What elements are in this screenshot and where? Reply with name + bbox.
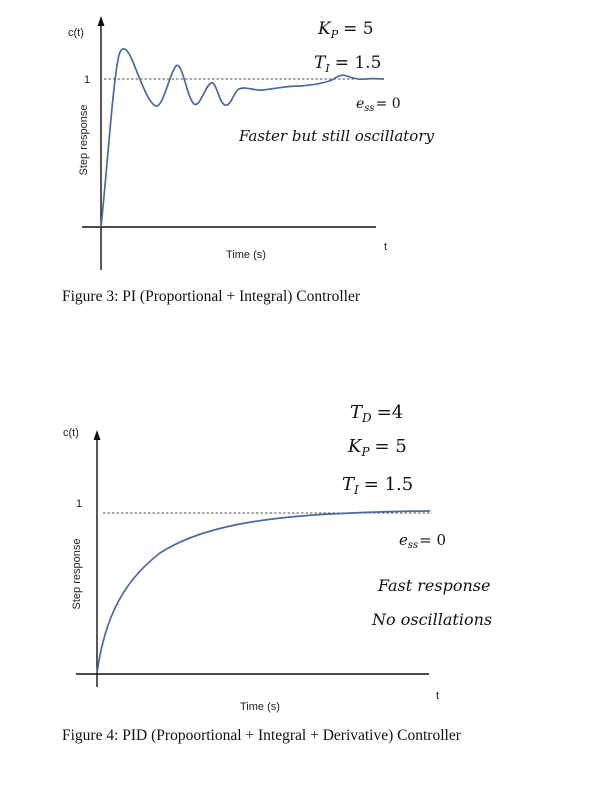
axis-y-label: Step response <box>78 105 90 176</box>
step-response-curve <box>100 48 385 228</box>
axis-x-end-label: t <box>436 690 439 702</box>
axis-x-end-label: t <box>384 241 387 253</box>
note-line-2: No oscillations <box>371 610 492 629</box>
axis-x-label: Time (s) <box>226 249 266 261</box>
y-axis-arrow <box>93 430 101 440</box>
step-response-curve <box>96 510 431 674</box>
param-td: TD =4 <box>350 402 403 425</box>
param-ti: TI = 1.5 <box>342 474 413 497</box>
axis-y-top-label: c(t) <box>68 27 84 39</box>
figure-4-caption: Figure 4: PID (Propoortional + Integral … <box>62 727 461 744</box>
reference-tick-label: 1 <box>76 498 82 510</box>
param-kp: KP = 5 <box>317 19 374 41</box>
figure-3-caption: Figure 3: PI (Proportional + Integral) C… <box>62 288 361 305</box>
param-kp: KP = 5 <box>347 436 407 459</box>
figure-3: c(t) 1 Step response Time (s) t KP = 5 TI… <box>0 0 594 320</box>
note-line-1: Faster but still oscillatory <box>238 127 435 145</box>
steady-state-error: ess= 0 <box>356 96 401 114</box>
figure-4: c(t) 1 Step response Time (s) t TD =4 KP =… <box>0 390 594 770</box>
steady-state-error: ess= 0 <box>399 531 446 551</box>
param-ti: TI = 1.5 <box>314 53 381 75</box>
figure-3-plot: c(t) 1 Step response Time (s) t KP = 5 TI… <box>68 16 435 270</box>
axis-x-label: Time (s) <box>240 701 280 713</box>
reference-tick-label: 1 <box>84 74 90 86</box>
axis-y-label: Step response <box>71 539 83 610</box>
figure-4-plot: c(t) 1 Step response Time (s) t TD =4 KP =… <box>63 402 492 713</box>
note-line-1: Fast response <box>377 576 490 595</box>
axis-y-top-label: c(t) <box>63 427 79 439</box>
y-axis-arrow <box>97 16 105 26</box>
